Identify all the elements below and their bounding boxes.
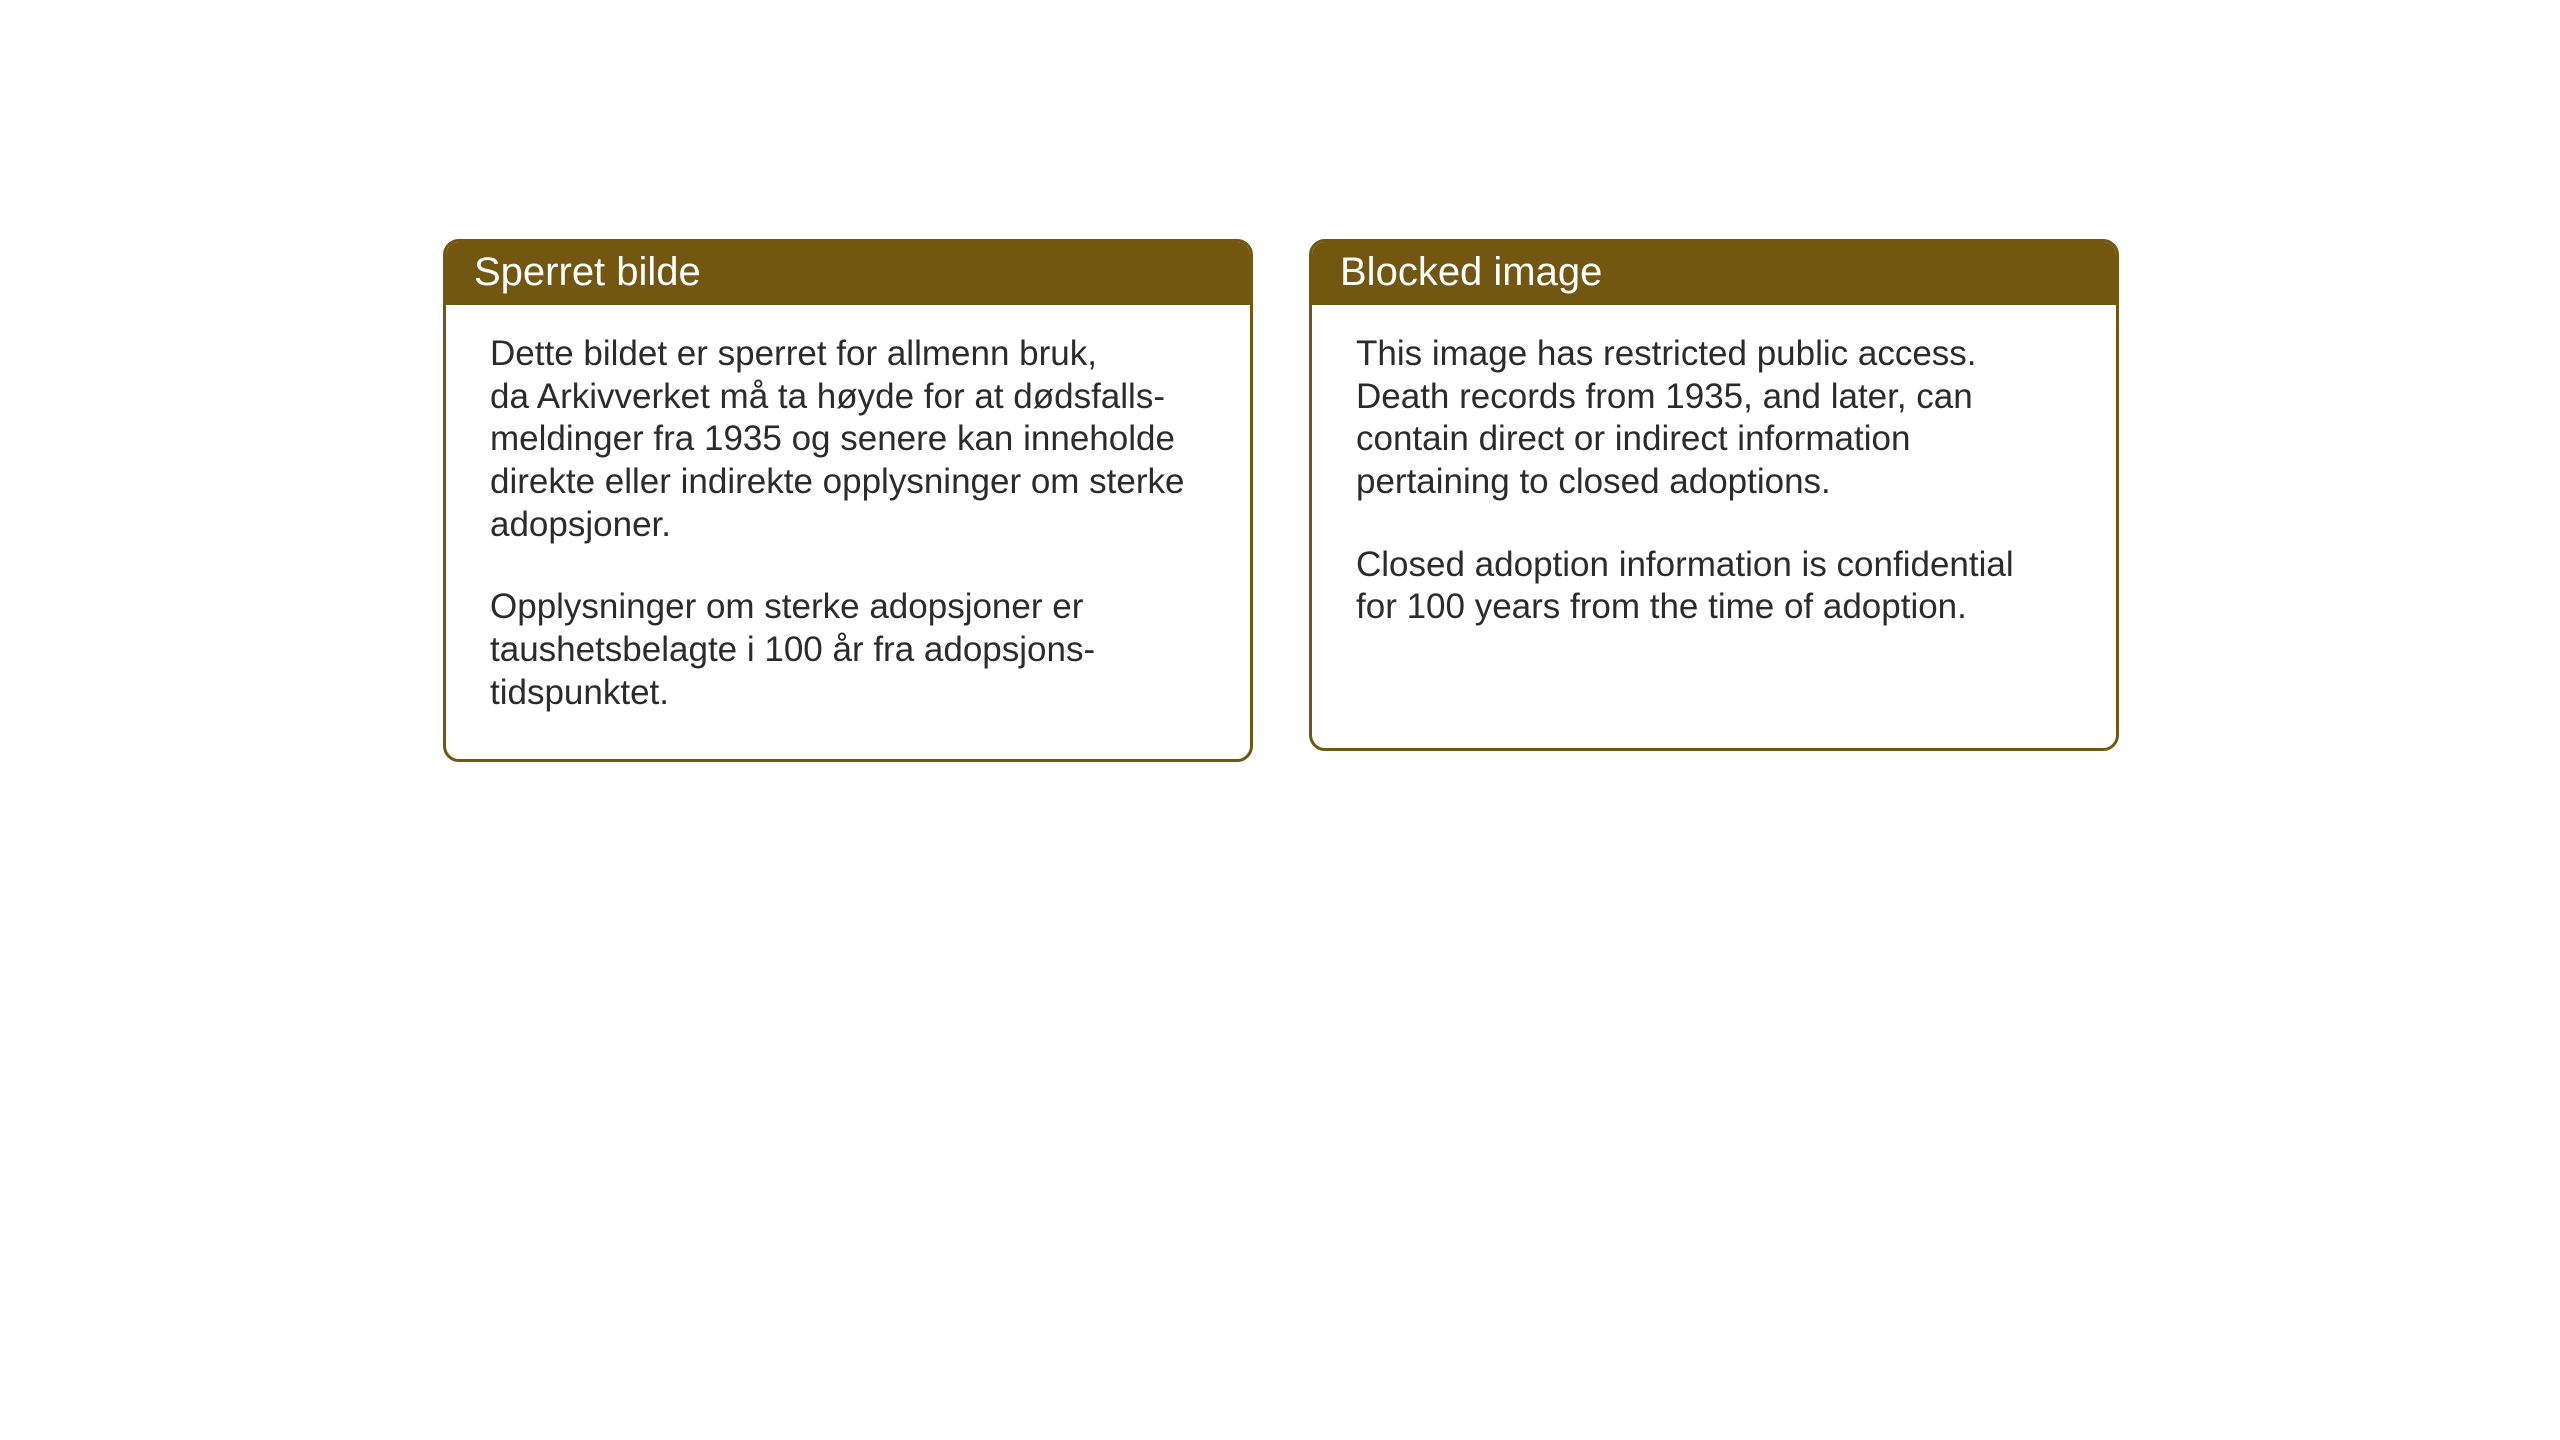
notice-paragraph-2-norwegian: Opplysninger om sterke adopsjoner er tau… [490,586,1206,714]
notice-paragraph-1-english: This image has restricted public access.… [1356,333,2072,504]
notice-paragraph-2-english: Closed adoption information is confident… [1356,544,2072,629]
notice-paragraph-1-norwegian: Dette bildet er sperret for allmenn bruk… [490,333,1206,546]
notice-card-english: Blocked image This image has restricted … [1309,239,2119,751]
notice-body-english: This image has restricted public access.… [1312,305,2116,673]
notice-card-norwegian: Sperret bilde Dette bildet er sperret fo… [443,239,1253,762]
notice-header-english: Blocked image [1312,242,2116,305]
notice-header-norwegian: Sperret bilde [446,242,1250,305]
notice-body-norwegian: Dette bildet er sperret for allmenn bruk… [446,305,1250,759]
notice-container: Sperret bilde Dette bildet er sperret fo… [443,239,2119,762]
